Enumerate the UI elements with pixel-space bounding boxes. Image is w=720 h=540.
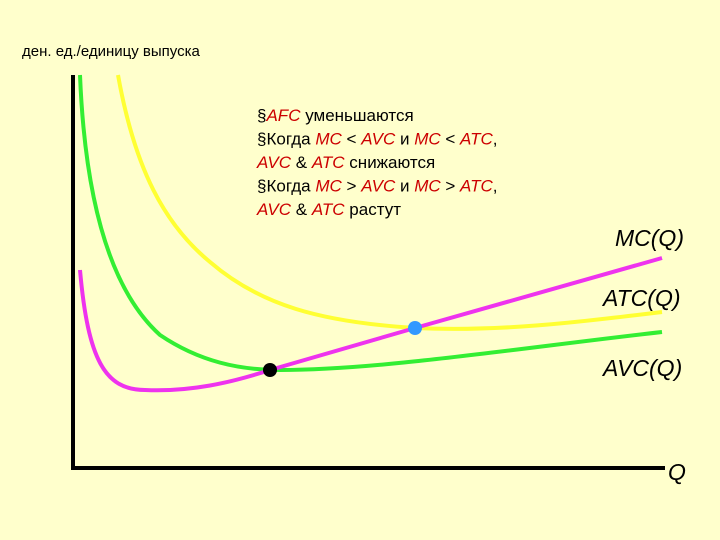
note-text: >: [342, 177, 361, 196]
note-term: MC: [315, 130, 342, 149]
note-term: MC: [414, 130, 441, 149]
note-term: ATC: [459, 130, 493, 149]
x-axis-label: Q: [668, 459, 686, 485]
note-term: MC: [315, 177, 342, 196]
note-term: AVC: [256, 200, 292, 219]
note-term: MC: [414, 177, 441, 196]
avc-label: AVC(Q): [601, 355, 682, 381]
note-text: снижаются: [345, 153, 436, 172]
mc-label: MC(Q): [615, 225, 684, 251]
axis-label: ден. ед./единицу выпуска: [22, 43, 200, 60]
note-term: ATC: [311, 200, 345, 219]
note-text: <: [441, 130, 460, 149]
note-term: AVC: [360, 177, 396, 196]
note-text: ,: [493, 130, 498, 149]
note-text: и: [395, 130, 414, 149]
note-line: §AFC уменьшаются: [257, 106, 414, 125]
bullet: §: [257, 130, 266, 149]
atc-curve: [116, 74, 663, 331]
atc-min-point: [408, 321, 422, 335]
notes: §AFC уменьшаются §Когда MC < AVC и MC < A…: [256, 106, 498, 219]
atc-label: ATC(Q): [601, 285, 681, 311]
avc-curve: [78, 74, 663, 373]
note-text: &: [291, 200, 312, 219]
note-text: и: [395, 177, 414, 196]
note-term: AFC: [265, 106, 301, 125]
mc-curve: [78, 256, 663, 393]
note-text: >: [441, 177, 460, 196]
note-text: растут: [345, 200, 402, 219]
note-term: ATC: [459, 177, 493, 196]
note-line: §Когда MC > AVC и MC > ATC,: [257, 177, 498, 196]
note-term: ATC: [311, 153, 345, 172]
bullet: §: [257, 177, 266, 196]
note-line: AVC & ATC растут: [256, 200, 401, 219]
note-text: ,: [493, 177, 498, 196]
note-line: AVC & ATC снижаются: [256, 153, 435, 172]
note-term: AVC: [256, 153, 292, 172]
bullet: §: [257, 106, 266, 125]
note-text: Когда: [266, 130, 315, 149]
note-text: уменьшаются: [300, 106, 413, 125]
note-term: AVC: [360, 130, 396, 149]
note-line: §Когда MC < AVC и MC < ATC,: [257, 130, 498, 149]
note-text: Когда: [266, 177, 315, 196]
note-text: <: [342, 130, 361, 149]
note-text: &: [291, 153, 312, 172]
avc-min-point: [263, 363, 277, 377]
